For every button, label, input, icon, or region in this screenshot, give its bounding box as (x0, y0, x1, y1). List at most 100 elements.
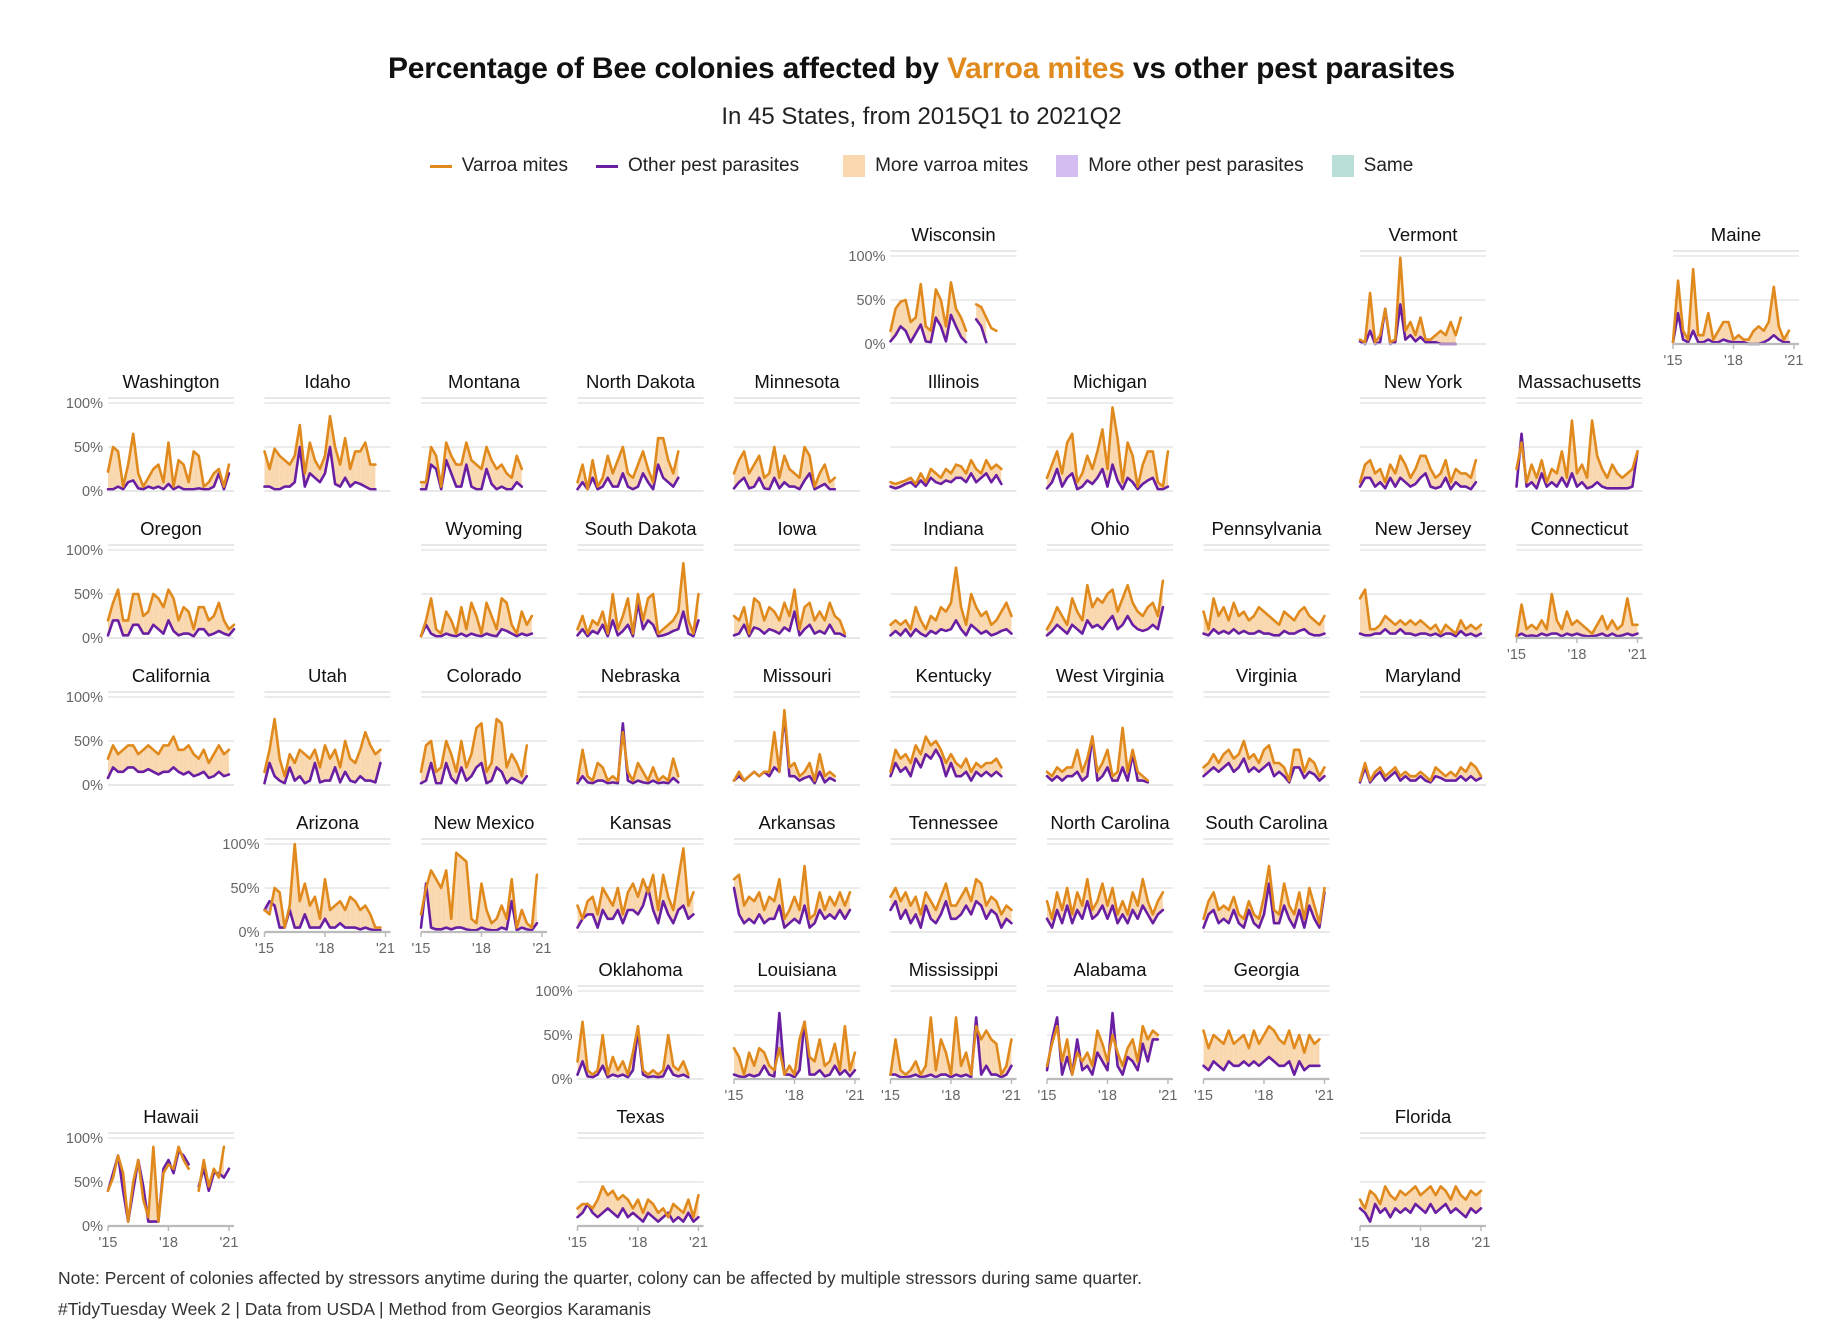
ribbon-segment (1238, 611, 1244, 634)
y-tick-label: 0% (239, 925, 260, 941)
y-tick-label: 50% (74, 440, 103, 456)
ribbon-segment (431, 447, 437, 469)
caption-text: #TidyTuesday Week 2 | Data from USDA | M… (58, 1299, 651, 1319)
line-other-maryland (1358, 766, 1483, 784)
panel-texas: Texas '15 '18 '21 (568, 1106, 708, 1251)
panel-title-new-york: New York (1384, 371, 1463, 392)
ribbon-segment (1097, 429, 1103, 478)
x-tick-label: '21 (533, 941, 552, 957)
panel-title-tennessee: Tennessee (909, 812, 998, 833)
line-other-connecticut (1515, 632, 1639, 638)
ribbon-segment (1617, 624, 1623, 637)
y-tick-label: 50% (74, 734, 103, 750)
panel-wisconsin: Wisconsin 0% 50% 100% (848, 224, 1017, 353)
chart-subtitle: In 45 States, from 2015Q1 to 2021Q2 (721, 103, 1122, 130)
ribbon-segment (193, 754, 199, 777)
ribbon-segment (1405, 1190, 1411, 1213)
ribbon-segment (123, 745, 129, 772)
ribbon-segment (1612, 464, 1618, 489)
ribbon-segment (143, 611, 149, 634)
legend-item-varroa: Varroa mites (429, 155, 568, 177)
panel-new-york: New York (1358, 371, 1486, 492)
ribbon-segment (981, 611, 987, 634)
ribbon-segment (491, 918, 497, 931)
ribbon-segment (991, 1039, 997, 1075)
line-other-kansas (576, 886, 695, 929)
ribbon-segment (971, 460, 977, 483)
line-varroa-kansas (576, 847, 695, 921)
panel-title-florida: Florida (1395, 1106, 1452, 1127)
ribbon-segment (734, 460, 740, 489)
ribbon-segment (597, 1186, 603, 1218)
x-tick-label: '18 (159, 1235, 178, 1251)
ribbon-segment (113, 447, 119, 490)
ribbon-segment (511, 754, 517, 781)
ribbon-segment (956, 896, 962, 919)
ribbon-segment (163, 745, 169, 772)
ribbon-segment (1723, 322, 1729, 342)
line-other-south-carolina (1202, 882, 1326, 929)
ribbon-segment (446, 741, 452, 778)
ribbon-segment (143, 745, 149, 772)
line-varroa-hawaii (197, 1145, 226, 1193)
ribbon-segment (1228, 749, 1234, 772)
ribbon-segment (350, 896, 356, 928)
legend-item-more-other: More other pest parasites (1056, 155, 1304, 177)
panel-alabama: Alabama '15 '18 '21 (1038, 959, 1178, 1104)
ribbon-segment (274, 448, 280, 490)
line-varroa-new-mexico (419, 851, 539, 929)
x-tick-label: '18 (629, 1235, 648, 1251)
x-tick-label: '15 (1038, 1088, 1057, 1104)
line-varroa-california (106, 735, 231, 765)
ribbon-segment (1390, 464, 1396, 487)
line-varroa-utah (263, 717, 382, 778)
panel-title-illinois: Illinois (928, 371, 979, 392)
panel-title-connecticut: Connecticut (1531, 518, 1629, 539)
ribbon-segment (113, 589, 119, 621)
ribbon-segment (345, 741, 351, 781)
ribbon-segment (1218, 607, 1224, 634)
legend-swatch-more-other (1056, 155, 1079, 177)
ribbon-segment (976, 763, 982, 777)
ribbon-segment (1228, 1030, 1234, 1066)
panel-title-arkansas: Arkansas (758, 812, 835, 833)
line-other-new-mexico (419, 882, 539, 932)
ribbon-segment (153, 749, 159, 775)
ribbon-segment (956, 464, 962, 478)
ribbon-segment (1430, 469, 1436, 489)
ribbon-segment (930, 901, 936, 924)
panel-title-oregon: Oregon (140, 518, 202, 539)
line-varroa-new-york (1358, 454, 1478, 484)
ribbon-segment (203, 607, 209, 636)
ribbon-segment (350, 758, 356, 783)
ribbon-segment (1576, 464, 1583, 487)
line-varroa-missouri (732, 708, 837, 782)
x-tick-label: '21 (846, 1088, 865, 1104)
ribbon-segment (1233, 1039, 1239, 1066)
ribbon-segment (1157, 892, 1163, 915)
panel-title-idaho: Idaho (304, 371, 350, 392)
ribbon-segment (178, 460, 184, 490)
panel-title-indiana: Indiana (923, 518, 984, 539)
panel-idaho: Idaho (263, 371, 391, 492)
ribbon-segment (193, 451, 199, 490)
panel-title-north-carolina: North Carolina (1050, 812, 1170, 833)
panel-title-west-virginia: West Virginia (1056, 665, 1165, 686)
ribbon-segment (1602, 469, 1608, 489)
ribbon-segment (279, 455, 285, 490)
ribbon-segment (471, 602, 477, 636)
ribbon-segment (1400, 455, 1406, 483)
ribbon-segment (637, 451, 644, 487)
line-varroa-arizona (263, 842, 382, 929)
panel-wyoming: Wyoming (419, 518, 547, 639)
ribbon-segment (814, 611, 820, 634)
ribbon-segment (981, 1030, 987, 1075)
ribbon-segment (148, 594, 154, 634)
line-varroa-wisconsin (974, 303, 998, 333)
y-tick-label: 100% (848, 249, 885, 265)
line-varroa-florida (1358, 1185, 1483, 1210)
ribbon-segment (1425, 1186, 1431, 1213)
panel-title-nebraska: Nebraska (601, 665, 681, 686)
ribbon-segment (1294, 611, 1300, 634)
ribbon-segment (345, 896, 351, 928)
